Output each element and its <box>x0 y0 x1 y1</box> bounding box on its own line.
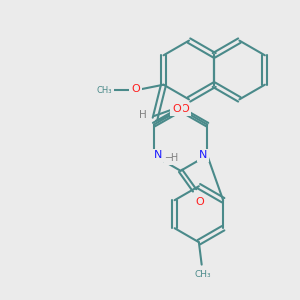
Text: O: O <box>131 84 140 94</box>
Text: O: O <box>180 104 189 114</box>
Text: CH₃: CH₃ <box>97 86 112 95</box>
Text: O: O <box>172 104 181 114</box>
Text: ─H: ─H <box>166 153 179 163</box>
Text: N: N <box>154 150 162 161</box>
Text: O: O <box>196 196 205 207</box>
Text: H: H <box>139 110 146 121</box>
Text: N: N <box>199 150 207 161</box>
Text: CH₃: CH₃ <box>195 270 212 279</box>
